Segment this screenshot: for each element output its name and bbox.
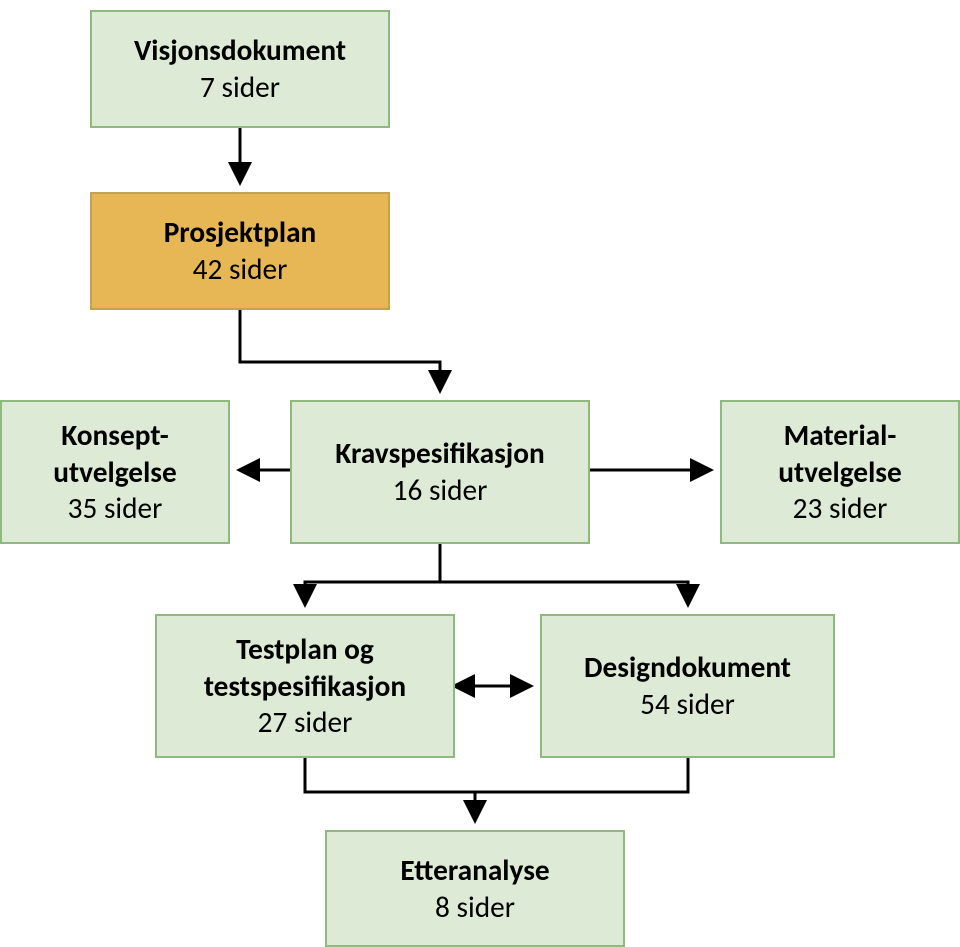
node-subtitle: 23 sider: [793, 490, 888, 527]
node-visjonsdokument: Visjonsdokument 7 sider: [90, 10, 390, 128]
node-title: Kravspesifikasjon: [335, 435, 545, 472]
node-materialutvelgelse: Material- utvelgelse 23 sider: [720, 400, 960, 544]
node-konseptutvelgelse: Konsept- utvelgelse 35 sider: [0, 400, 230, 544]
node-testplan: Testplan og testspesifikasjon 27 sider: [155, 614, 455, 758]
node-subtitle: 54 sider: [640, 686, 735, 723]
node-subtitle: 8 sider: [435, 889, 515, 926]
node-title-2: utvelgelse: [53, 454, 176, 491]
node-subtitle: 42 sider: [193, 251, 288, 288]
node-title-2: utvelgelse: [778, 454, 901, 491]
node-subtitle: 35 sider: [68, 490, 163, 527]
node-designdokument: Designdokument 54 sider: [540, 614, 835, 758]
node-title: Material-: [784, 417, 897, 454]
node-title-2: testspesifikasjon: [204, 668, 406, 705]
node-etteranalyse: Etteranalyse 8 sider: [325, 830, 625, 947]
node-prosjektplan: Prosjektplan 42 sider: [90, 192, 390, 310]
node-title: Visjonsdokument: [134, 32, 346, 69]
node-subtitle: 27 sider: [258, 704, 353, 741]
node-title: Testplan og: [236, 631, 374, 668]
node-title: Prosjektplan: [164, 214, 317, 251]
node-subtitle: 7 sider: [200, 69, 280, 106]
node-title: Designdokument: [584, 649, 791, 686]
node-kravspesifikasjon: Kravspesifikasjon 16 sider: [290, 400, 590, 544]
node-title: Etteranalyse: [400, 852, 549, 889]
flowchart-stage: Visjonsdokument 7 sider Prosjektplan 42 …: [0, 0, 960, 947]
node-title: Konsept-: [61, 417, 169, 454]
node-subtitle: 16 sider: [393, 472, 488, 509]
